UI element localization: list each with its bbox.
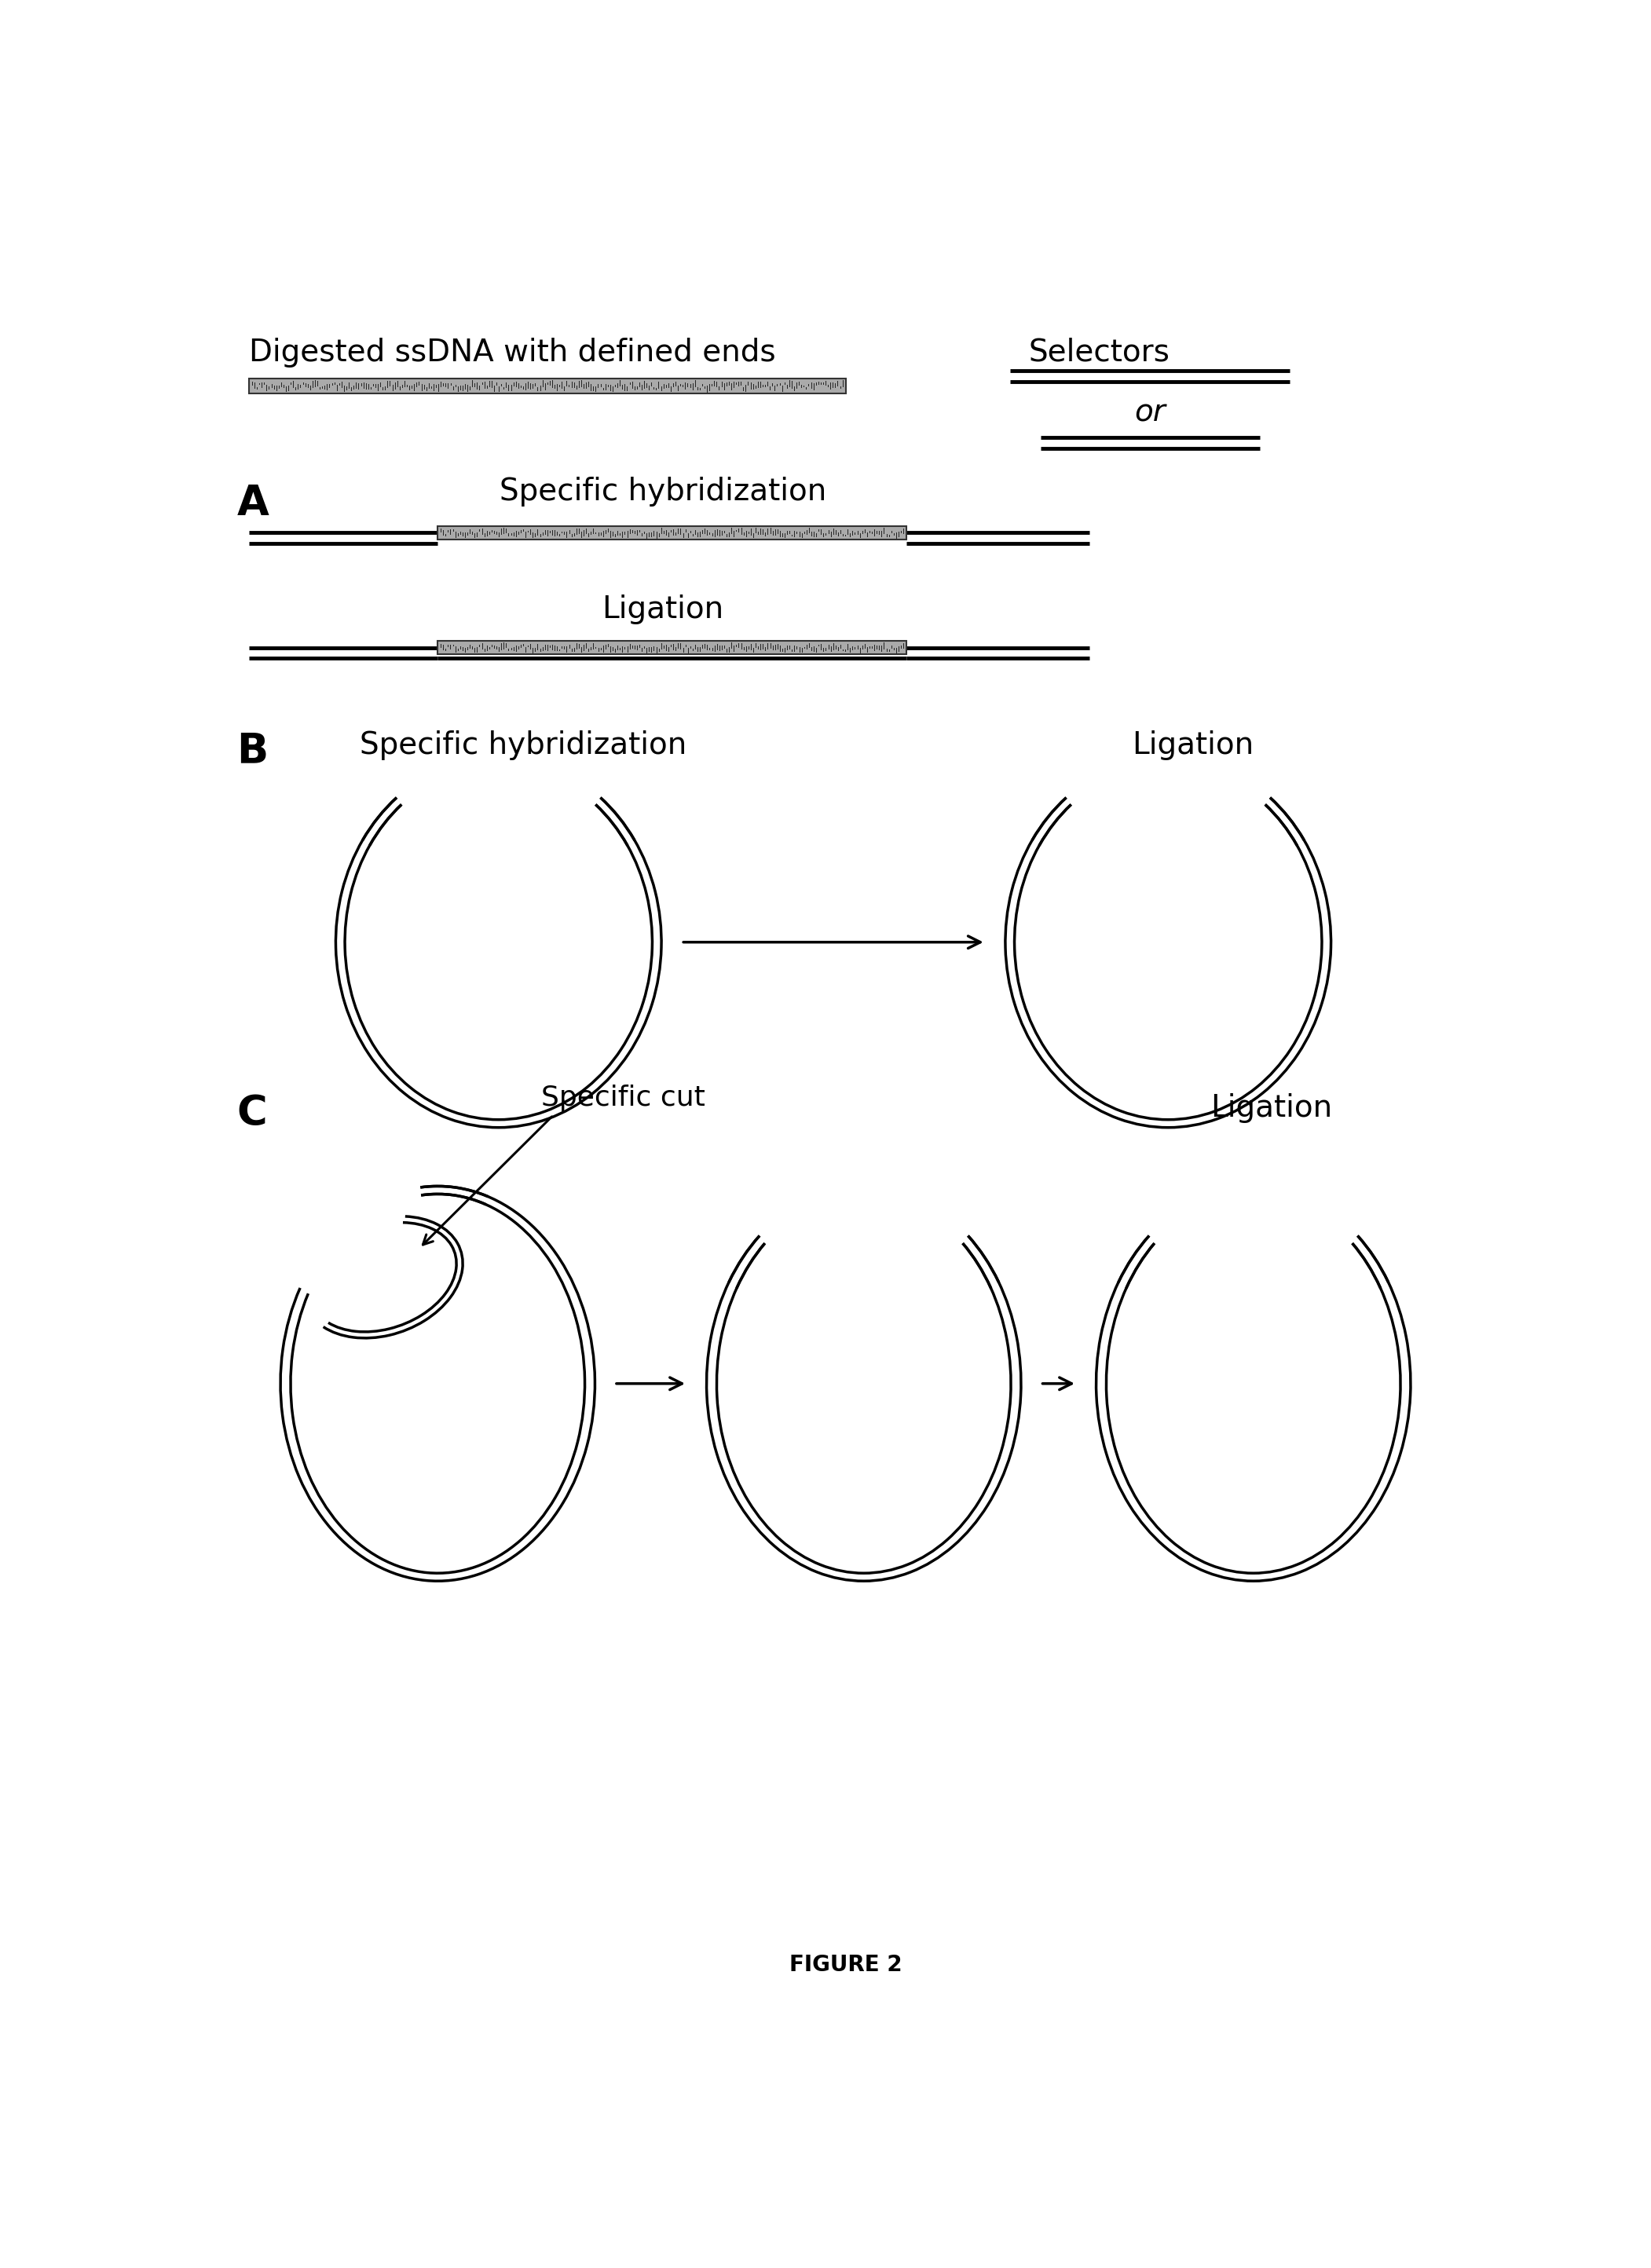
- Bar: [438, 526, 906, 540]
- Text: Ligation: Ligation: [603, 594, 723, 624]
- Text: Specific cut: Specific cut: [542, 1084, 705, 1111]
- Bar: [438, 642, 906, 655]
- Bar: [438, 642, 906, 655]
- Text: Ligation: Ligation: [1210, 1093, 1332, 1123]
- Text: C: C: [236, 1093, 267, 1134]
- Text: B: B: [236, 730, 269, 771]
- Bar: [438, 526, 906, 540]
- Text: Ligation: Ligation: [1131, 730, 1253, 760]
- Text: Specific hybridization: Specific hybridization: [500, 476, 827, 506]
- Bar: [249, 379, 845, 392]
- Text: Digested ssDNA with defined ends: Digested ssDNA with defined ends: [249, 338, 776, 367]
- Text: FIGURE 2: FIGURE 2: [789, 1955, 903, 1975]
- Text: Specific hybridization: Specific hybridization: [360, 730, 687, 760]
- Bar: [249, 379, 845, 392]
- Text: A: A: [236, 483, 269, 524]
- Text: Selectors: Selectors: [1029, 338, 1169, 367]
- Text: or: or: [1134, 399, 1166, 429]
